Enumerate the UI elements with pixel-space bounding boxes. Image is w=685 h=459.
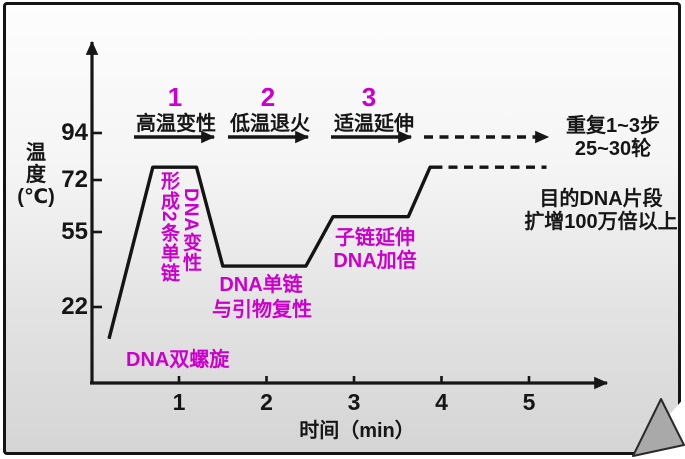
step2-label: 低温退火 (230, 113, 310, 135)
y-tick-label: 72 (61, 166, 88, 193)
series-temperature-profile (107, 165, 443, 340)
y-tick-label: 94 (61, 119, 88, 146)
x-tick-label: 5 (522, 389, 536, 415)
page-curl (629, 397, 685, 459)
label-annealing: DNA单链 与引物复性 (212, 274, 312, 321)
page-background (3, 2, 681, 455)
x-tick-label: 4 (435, 389, 448, 415)
step1-number: 1 (167, 82, 183, 112)
y-tick-label: 55 (61, 218, 88, 245)
x-tick-label: 2 (260, 389, 273, 415)
step1-label: 高温变性 (136, 113, 216, 135)
step3-number: 3 (361, 82, 377, 112)
x-tick-label: 1 (172, 389, 186, 415)
label-dna-denaturation: DNA变性 (180, 188, 201, 273)
temperature-curve (107, 165, 547, 340)
repeat-note: 重复1~3步 25~30轮 (566, 115, 660, 160)
step2-number: 2 (260, 82, 276, 112)
label-extension: 子链延伸 DNA加倍 (333, 227, 417, 272)
axis-tick-marks (93, 131, 531, 383)
page-curl-flap (632, 398, 685, 457)
y-tick-label: 22 (61, 293, 88, 320)
result-note: 目的DNA片段 扩增100万倍以上 (524, 188, 678, 233)
x-tick-label: 3 (347, 389, 361, 415)
label-form-two-single-strands: 形成2条单链 (158, 171, 179, 283)
x-axis-title: 时间（min） (299, 420, 415, 442)
step3-label: 适温延伸 (334, 113, 414, 135)
label-dna-double-helix: DNA双螺旋 (126, 349, 230, 371)
y-axis-title: 温 度 (℃) (17, 142, 55, 208)
